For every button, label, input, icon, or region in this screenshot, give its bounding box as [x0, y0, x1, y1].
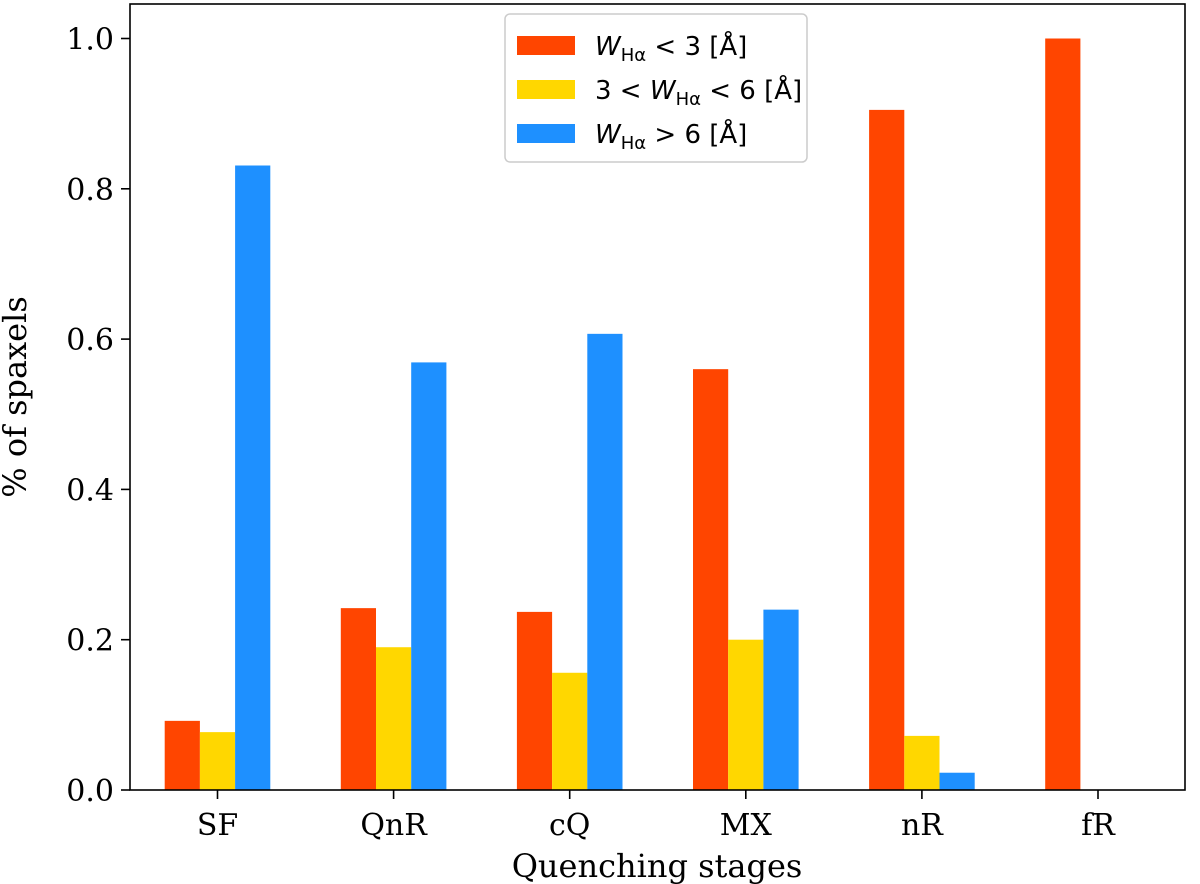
- bar-MX-series-1: [693, 369, 729, 790]
- x-tick-label-MX: MX: [720, 808, 773, 843]
- bar-nR-series-2: [904, 735, 940, 790]
- bars-layer: [164, 38, 1081, 790]
- bar-cQ-series-1: [516, 611, 553, 790]
- legend-swatch-3: [517, 124, 575, 143]
- plot-frame: [129, 3, 1186, 791]
- bar-SF-series-2: [199, 732, 236, 790]
- bar-MX-series-2: [728, 639, 764, 790]
- y-axis-label: % of spaxels: [0, 296, 34, 497]
- bar-QnR-series-1: [340, 608, 376, 790]
- legend-label-2: 3 < WHα < 6 [Å]: [595, 74, 802, 110]
- y-tick-label: 0.4: [66, 473, 114, 508]
- x-tick-label-fR: fR: [1081, 808, 1116, 843]
- bar-SF-series-1: [164, 720, 200, 790]
- legend-box: [504, 13, 808, 163]
- legend-swatch-1: [517, 36, 575, 55]
- y-axis: 0.0 0.2 0.4 0.6 0.8 1.0: [66, 23, 130, 809]
- x-tick-label-SF: SF: [197, 808, 238, 843]
- legend-swatch-2: [517, 80, 575, 99]
- y-tick-label: 0.6: [66, 323, 114, 358]
- legend-label-1: WHα < 3 [Å]: [595, 30, 747, 66]
- x-axis: SF QnR cQ MX nR fR: [197, 790, 1116, 843]
- bar-cQ-series-3: [587, 333, 623, 790]
- y-tick-label: 0.8: [66, 173, 114, 208]
- y-tick-label: 0.2: [66, 624, 114, 659]
- x-axis-label: Quenching stages: [512, 847, 803, 884]
- y-tick-label: 0.0: [66, 774, 114, 809]
- legend-label-3: WHα > 6 [Å]: [595, 118, 747, 154]
- bar-QnR-series-2: [376, 647, 412, 790]
- legend: WHα < 3 [Å] 3 < WHα < 6 [Å] WHα > 6 [Å]: [504, 13, 808, 163]
- bar-fR-series-1: [1045, 38, 1081, 790]
- x-tick-label-cQ: cQ: [549, 808, 590, 843]
- x-tick-label-nR: nR: [901, 808, 944, 843]
- bar-MX-series-3: [763, 609, 799, 790]
- bar-SF-series-3: [235, 165, 271, 790]
- bar-nR-series-3: [939, 772, 975, 790]
- bar-nR-series-1: [869, 109, 905, 790]
- y-tick-label: 1.0: [66, 23, 114, 58]
- bar-cQ-series-2: [552, 672, 588, 790]
- bar-QnR-series-3: [411, 362, 447, 790]
- x-tick-label-QnR: QnR: [360, 808, 428, 843]
